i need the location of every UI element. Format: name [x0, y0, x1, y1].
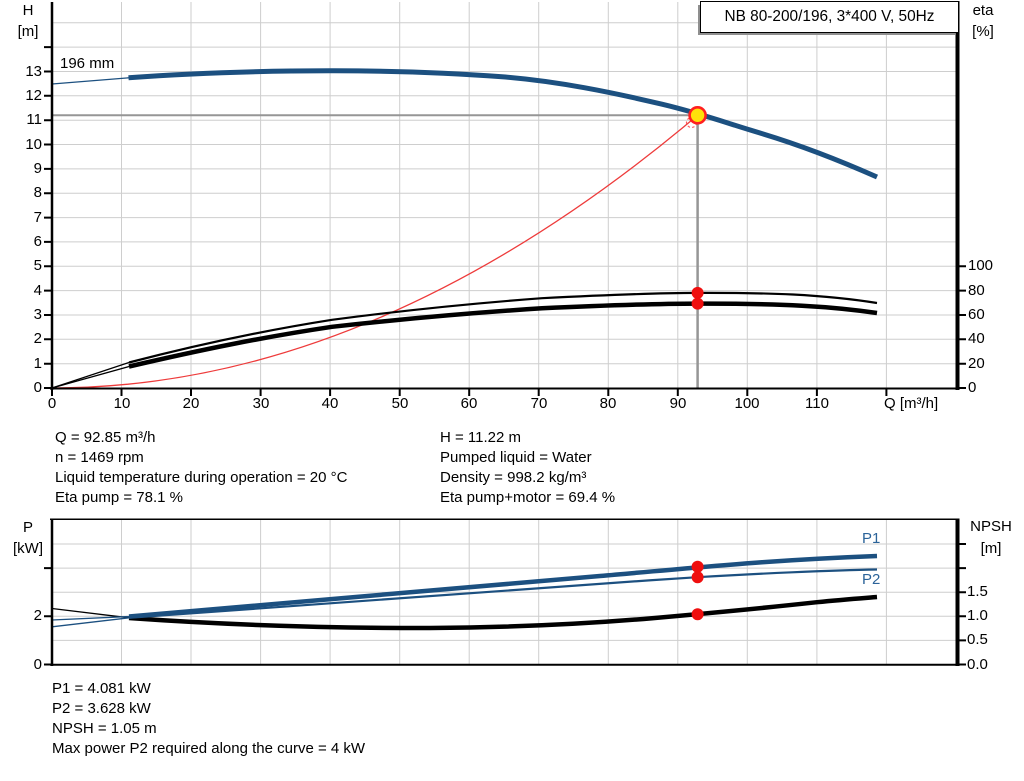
duty-point-marker[interactable] [688, 106, 707, 125]
q-tick-label: 10 [113, 395, 131, 412]
p-axis-unit: [kW] [13, 540, 43, 557]
npsh-axis-title: NPSH [970, 518, 1012, 535]
h-curve-thin [51, 77, 129, 85]
eta-tick-label: 80 [968, 282, 985, 299]
info-line-eta-pump-motor: Eta pump+motor = 69.4 % [440, 489, 616, 506]
info-line-max-power: Max power P2 required along the curve = … [52, 740, 366, 757]
eta-tick-label: 100 [968, 257, 994, 274]
h-tick-label: 7 [33, 209, 42, 226]
p-axis-title: P [22, 519, 33, 536]
npsh-tick-label: 1.0 [967, 607, 988, 624]
q-tick-label: 40 [321, 395, 339, 412]
npsh-tick-label: 1.5 [967, 583, 988, 600]
q-tick-label: 50 [391, 395, 409, 412]
system-curve [51, 114, 699, 389]
eta-pump-curve [128, 291, 878, 364]
p1-curve-thin [51, 615, 130, 621]
info-line-liquid-temp: Liquid temperature during operation = 20… [55, 469, 348, 486]
h-tick-label: 2 [33, 330, 42, 347]
eta-pump-motor-duty-dot [691, 297, 704, 310]
h-tick-label: 6 [33, 233, 42, 250]
top-chart-axes [44, 1, 966, 396]
info-line-density: Density = 998.2 kg/m³ [440, 469, 587, 486]
q-tick-label: 100 [734, 395, 760, 412]
top-chart-grid [52, 2, 957, 388]
duty-info-left-column: Q = 92.85 m³/h n = 1469 rpm Liquid tempe… [55, 428, 347, 508]
power-info-block: P1 = 4.081 kW P2 = 3.628 kW NPSH = 1.05 … [52, 679, 365, 759]
top-chart-plot-area[interactable] [44, 1, 966, 396]
info-line-p2: P2 = 3.628 kW [52, 700, 151, 717]
h-tick-label: 5 [33, 257, 42, 274]
q-axis-title: Q [m³/h] [884, 395, 939, 412]
p1-curve [128, 553, 878, 619]
npsh-curve-thin [51, 607, 130, 619]
q-tick-label: 20 [182, 395, 200, 412]
p2-series-label: P2 [862, 571, 881, 588]
eta-pump-duty-dot [691, 286, 704, 299]
impeller-diameter-label: 196 mm [60, 55, 115, 72]
q-tick-label: 0 [47, 395, 57, 412]
bottom-chart-plot-area[interactable] [44, 518, 966, 667]
p-tick-label: 0 [33, 656, 42, 673]
pump-type-title-box: NB 80-200/196, 3*400 V, 50Hz [700, 1, 959, 33]
h-tick-label: 10 [25, 136, 42, 153]
npsh-duty-dot [691, 608, 704, 621]
h-tick-label: 4 [33, 282, 42, 299]
p-tick-label: 2 [33, 607, 42, 624]
p2-duty-dot [691, 571, 704, 584]
eta-tick-label: 20 [968, 355, 985, 372]
q-tick-label: 70 [530, 395, 548, 412]
h-tick-label: 13 [25, 63, 42, 80]
eta-tick-label: 40 [968, 330, 985, 347]
h-tick-label: 9 [33, 160, 42, 177]
info-line-h: H = 11.22 m [440, 429, 522, 446]
h-curve [128, 68, 879, 180]
info-line-n: n = 1469 rpm [55, 449, 144, 466]
info-line-q: Q = 92.85 m³/h [55, 429, 156, 446]
p2-curve [128, 568, 878, 619]
npsh-tick-label: 0.0 [967, 656, 988, 673]
h-tick-label: 0 [33, 379, 42, 396]
q-tick-label: 30 [252, 395, 270, 412]
h-axis-title: H [22, 2, 34, 19]
eta-axis-title: eta [972, 2, 994, 19]
h-tick-label: 1 [33, 355, 42, 372]
eta-pump-motor-curve-thin [51, 365, 130, 389]
h-tick-label: 3 [33, 306, 42, 323]
info-line-p1: P1 = 4.081 kW [52, 680, 151, 697]
eta-tick-label: 0 [968, 379, 977, 396]
eta-axis-unit: [%] [972, 23, 994, 40]
duty-info-right-column: H = 11.22 m Pumped liquid = Water Densit… [440, 428, 615, 508]
p1-series-label: P1 [862, 530, 881, 547]
bottom-chart-grid [52, 520, 957, 664]
q-tick-label: 80 [599, 395, 617, 412]
eta-pump-motor-curve [128, 301, 878, 369]
p1-duty-dot [691, 560, 704, 573]
info-line-pumped-liquid: Pumped liquid = Water [440, 449, 592, 466]
npsh-axis-unit: [m] [980, 540, 1002, 557]
info-line-eta-pump: Eta pump = 78.1 % [55, 489, 183, 506]
npsh-tick-label: 0.5 [967, 631, 988, 648]
h-tick-label: 11 [26, 111, 42, 128]
q-tick-label: 90 [669, 395, 687, 412]
bottom-chart-axes [44, 518, 966, 666]
h-tick-label: 12 [25, 87, 42, 104]
q-tick-label: 60 [460, 395, 478, 412]
h-axis-unit: [m] [17, 23, 39, 40]
info-line-npsh: NPSH = 1.05 m [52, 720, 157, 737]
h-tick-label: 8 [33, 184, 42, 201]
eta-tick-label: 60 [968, 306, 985, 323]
p2-curve-thin [51, 617, 130, 628]
q-tick-label: 110 [805, 395, 829, 412]
npsh-curve [128, 594, 878, 631]
